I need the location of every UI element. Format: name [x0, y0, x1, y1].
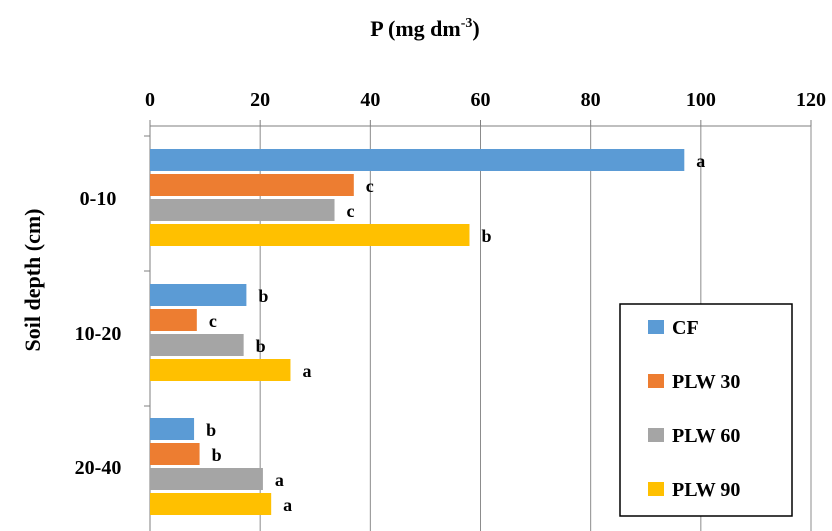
chart-title: P (mg dm-3): [370, 16, 479, 41]
data-label: b: [256, 336, 266, 356]
bar: [150, 468, 263, 490]
data-label: b: [258, 286, 268, 306]
legend-swatch: [648, 320, 664, 334]
legend-label: PLW 90: [672, 479, 740, 501]
legend-swatch: [648, 482, 664, 496]
bar: [150, 284, 246, 306]
bar: [150, 309, 197, 331]
legend-label: PLW 30: [672, 371, 740, 393]
y-axis-label: Soil depth (cm): [20, 209, 45, 352]
x-tick-label: 60: [471, 89, 491, 111]
chart-title-base: P (mg dm: [370, 16, 460, 41]
bar: [150, 199, 335, 221]
chart-title-sup: -3: [461, 16, 473, 31]
bar: [150, 174, 354, 196]
data-label: a: [302, 361, 311, 381]
x-tick-label: 40: [360, 89, 380, 111]
category-labels: 0-10 10-20 20-40: [75, 188, 122, 479]
data-label: a: [283, 495, 292, 515]
bar: [150, 493, 271, 515]
bar: [150, 224, 469, 246]
x-tick-label: 80: [581, 89, 601, 111]
data-label: a: [275, 470, 284, 490]
x-tick-label: 120: [796, 89, 826, 111]
bar: [150, 418, 194, 440]
data-label: a: [696, 151, 705, 171]
x-tick-label: 100: [686, 89, 716, 111]
x-tick-label: 20: [250, 89, 270, 111]
data-label: c: [209, 311, 217, 331]
category-label: 0-10: [80, 188, 117, 210]
bar: [150, 149, 684, 171]
x-tick-label: 0: [145, 89, 155, 111]
legend: CF PLW 30 PLW 60 PLW 90: [620, 304, 792, 516]
legend-label: CF: [672, 317, 699, 339]
data-label: b: [212, 445, 222, 465]
bar: [150, 334, 244, 356]
bar: [150, 359, 290, 381]
data-label: c: [366, 176, 374, 196]
x-tick-labels: 0 20 40 60 80 100 120: [145, 89, 826, 111]
category-label: 20-40: [75, 457, 122, 479]
chart-title-tail: ): [472, 16, 479, 41]
category-label: 10-20: [75, 323, 122, 345]
data-label: b: [206, 420, 216, 440]
data-label: c: [347, 201, 355, 221]
legend-label: PLW 60: [672, 425, 740, 447]
data-label: b: [481, 226, 491, 246]
legend-swatch: [648, 374, 664, 388]
bar: [150, 443, 200, 465]
legend-swatch: [648, 428, 664, 442]
